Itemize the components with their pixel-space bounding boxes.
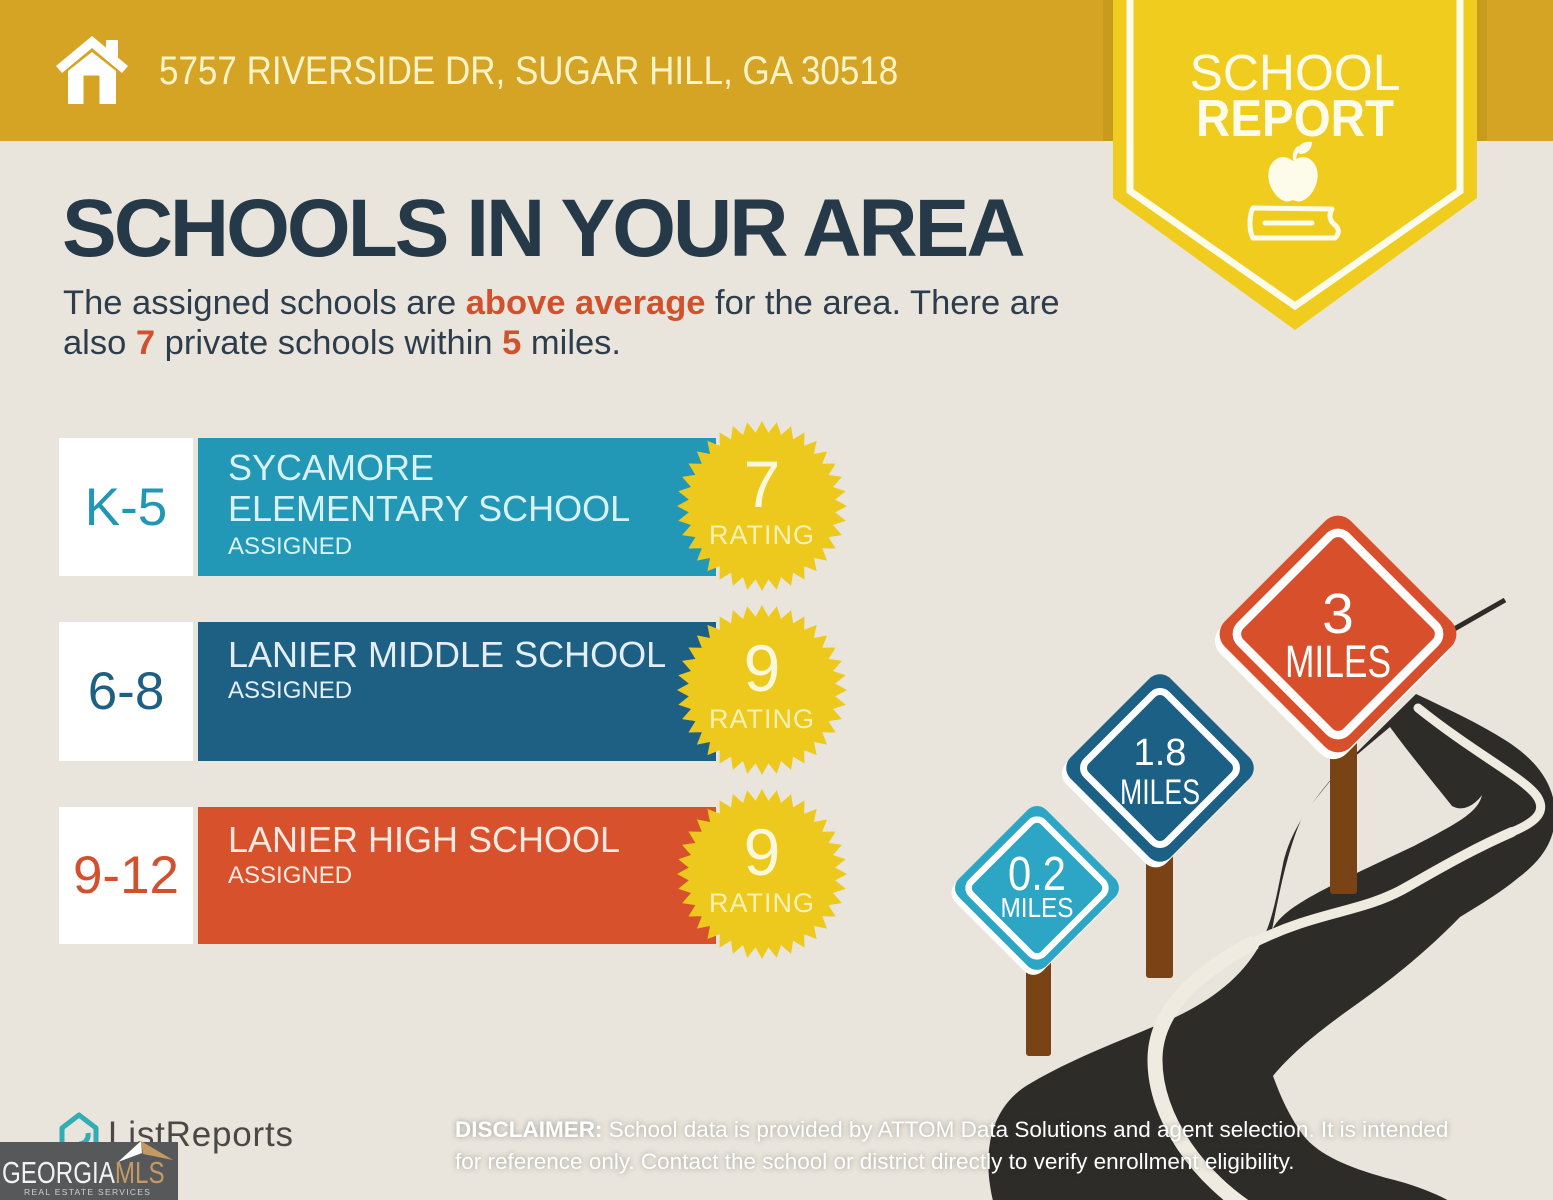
svg-text:MILES: MILES [1120, 773, 1200, 812]
svg-text:SCHOOL: SCHOOL [1190, 44, 1401, 101]
svg-text:MILES: MILES [1285, 636, 1391, 687]
svg-text:7: 7 [744, 447, 781, 521]
svg-text:0.2: 0.2 [1008, 848, 1066, 901]
svg-text:MILES: MILES [1001, 892, 1074, 923]
svg-text:REPORT: REPORT [1196, 89, 1394, 147]
svg-text:9: 9 [744, 631, 781, 705]
svg-text:RATING: RATING [709, 888, 815, 918]
svg-text:RATING: RATING [709, 704, 815, 734]
svg-text:3: 3 [1322, 582, 1354, 646]
svg-text:9: 9 [744, 815, 781, 889]
svg-text:1.8: 1.8 [1134, 732, 1187, 774]
svg-text:RATING: RATING [709, 520, 815, 550]
